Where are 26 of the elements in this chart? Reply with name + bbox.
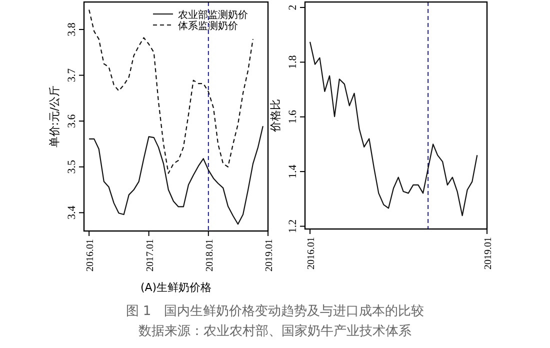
x-tick-label: 2017.01 <box>144 239 156 272</box>
y-tick-label: 1.6 <box>287 109 299 124</box>
y-tick-label: 3.6 <box>66 114 78 128</box>
x-axis-title: (A)生鲜奶价格 <box>140 281 212 294</box>
y-tick-label: 3.8 <box>66 22 78 36</box>
y-tick-label: 3.5 <box>66 160 78 174</box>
line-series <box>88 9 254 174</box>
y-tick-label: 1.4 <box>287 164 299 178</box>
x-tick-label: 2019.01 <box>483 237 494 270</box>
y-axis-title: 价格比 <box>269 99 282 133</box>
x-tick-label: 2018.01 <box>204 239 216 272</box>
line-series <box>309 41 478 216</box>
y-tick-label: 1.2 <box>287 219 299 234</box>
y-tick-label: 3.4 <box>66 205 78 220</box>
legend-label: 农业部监测奶价 <box>178 9 248 21</box>
legend-label: 体系监测奶价 <box>178 20 238 32</box>
line-series <box>88 126 264 225</box>
x-tick-label: 2016.01 <box>85 239 96 272</box>
y-tick-label: 1.8 <box>287 54 299 70</box>
y-tick-label: 2 <box>287 4 299 10</box>
caption: 图 1 国内生鲜奶价格变动趋势及与进口成本的比较 <box>126 304 424 319</box>
source-note: 数据来源：农业农村部、国家奶牛产业技术体系 <box>138 323 412 339</box>
y-axis-title: 单价:元/公斤 <box>48 85 61 148</box>
x-tick-label: 2016.01 <box>306 237 318 270</box>
x-tick-label: 2019.01 <box>264 239 275 272</box>
y-tick-label: 3.7 <box>66 68 78 82</box>
